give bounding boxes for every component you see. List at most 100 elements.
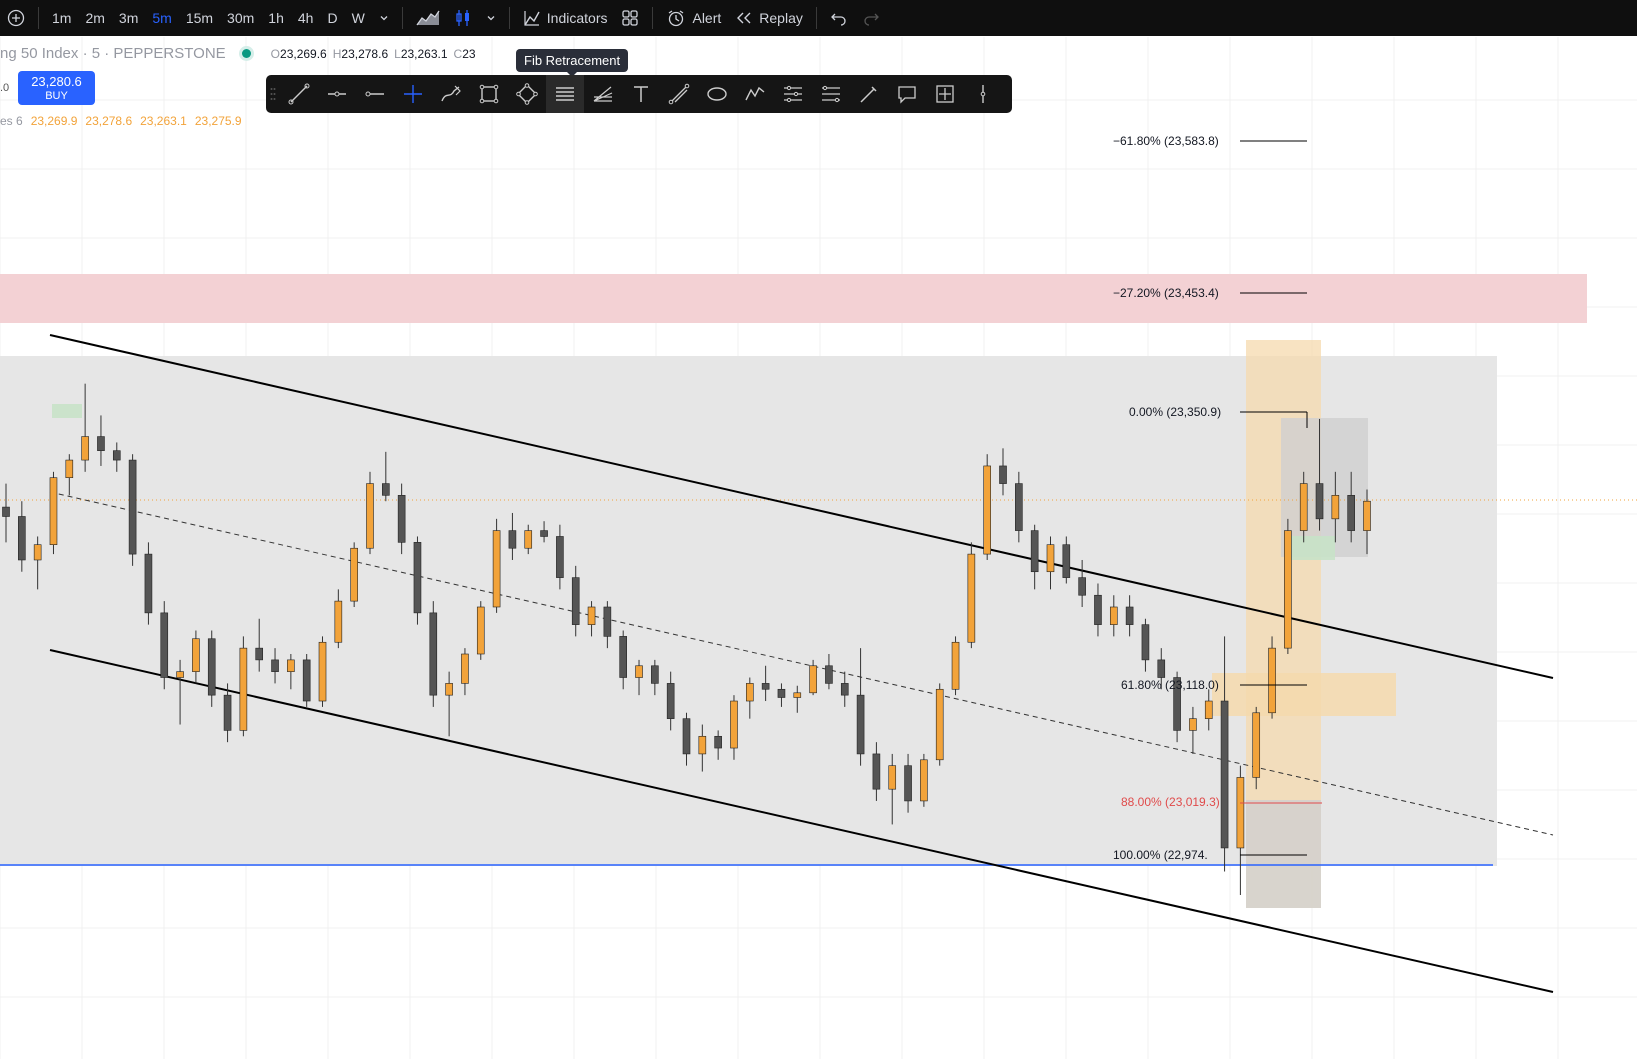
timeframe-1m[interactable]: 1m [52, 10, 72, 26]
undo-icon[interactable] [823, 0, 855, 36]
symbol-name[interactable]: ng 50 Index · 5 · PEPPERSTONE [0, 45, 226, 62]
fib-retracement-lines [1240, 140, 1322, 856]
vertical-line-icon[interactable] [964, 75, 1002, 113]
buy-button[interactable]: 23,280.6 BUY [18, 71, 95, 105]
stop-zone-box [1246, 800, 1321, 908]
candle-body [207, 638, 216, 696]
candle-body [112, 450, 121, 461]
small-green-box [52, 404, 82, 418]
candle-body [920, 759, 928, 802]
candle-body [271, 659, 279, 672]
layouts-icon[interactable] [614, 0, 646, 36]
timeframe-15m[interactable]: 15m [185, 10, 214, 26]
candle-body [18, 516, 26, 561]
zigzag-icon[interactable] [736, 75, 774, 113]
candle-body [825, 665, 833, 684]
candle-body [223, 694, 232, 731]
candle-body [1062, 544, 1071, 578]
add-symbol-icon[interactable] [0, 0, 32, 36]
candle-body [1125, 606, 1134, 625]
candle-body [1284, 530, 1292, 649]
timeframe-30m[interactable]: 30m [227, 10, 255, 26]
redo-icon[interactable] [855, 0, 887, 36]
regression-icon[interactable] [812, 75, 850, 113]
timeframe-1h[interactable]: 1h [268, 10, 284, 26]
fib-label-neg61: −61.80% (23,583.8) [1113, 134, 1219, 148]
brush-icon[interactable] [432, 75, 470, 113]
candle-body [872, 753, 881, 790]
candle-body [192, 638, 200, 672]
replay-button[interactable]: Replay [728, 0, 810, 36]
candle-body [1157, 659, 1166, 678]
candle-body [1331, 495, 1340, 520]
candle-body [144, 553, 153, 614]
supply-zone [0, 274, 1587, 323]
candle-body [65, 459, 74, 479]
parallel-channel-icon[interactable] [774, 75, 812, 113]
candle-body [81, 436, 89, 461]
chevron-down-icon[interactable] [479, 0, 503, 36]
market-open-status-icon [241, 49, 251, 58]
price-chart[interactable] [0, 37, 1637, 1059]
fib-retracement-icon[interactable] [546, 75, 584, 113]
candle-body [1141, 624, 1150, 661]
demand-zone [1212, 673, 1396, 716]
indicator-label: es 6 [0, 114, 23, 128]
area-chart-icon[interactable] [409, 0, 447, 36]
indicator-value: 23,278.6 [85, 114, 133, 128]
crosshair-icon[interactable] [394, 75, 432, 113]
candle-body [318, 641, 327, 702]
trend-line-icon[interactable] [280, 75, 318, 113]
close-value: 23 [462, 46, 476, 61]
timeframe-5m[interactable]: 5m [152, 10, 172, 26]
buy-label: BUY [45, 90, 68, 102]
timeframe-2m[interactable]: 2m [85, 10, 105, 26]
candle-body [33, 544, 42, 561]
candle-body [1220, 700, 1229, 849]
callout-icon[interactable] [888, 75, 926, 113]
candles-icon[interactable] [447, 0, 479, 36]
candle-body [1078, 577, 1086, 596]
indicators-button[interactable]: Indicators [516, 0, 615, 36]
candle-body [476, 606, 485, 655]
alarm-clock-icon [669, 10, 684, 27]
pen-icon[interactable] [850, 75, 888, 113]
symbol-legend: ng 50 Index · 5 · PEPPERSTONE O 23,269.6 … [0, 45, 580, 62]
candle-body [1189, 718, 1197, 731]
horizontal-line-icon[interactable] [356, 75, 394, 113]
candle-body [571, 577, 580, 625]
candle-body [888, 765, 897, 790]
chevron-down-icon[interactable] [372, 0, 396, 36]
horizontal-ray-icon[interactable] [318, 75, 356, 113]
candle-body [382, 483, 390, 496]
timeframe-w[interactable]: W [351, 10, 365, 26]
rectangle-icon[interactable] [470, 75, 508, 113]
drag-handle-icon[interactable] [266, 75, 280, 113]
timeframe-3m[interactable]: 3m [118, 10, 139, 26]
candle-body [1046, 544, 1055, 573]
left-value: .0 [0, 82, 10, 94]
timeframe-d[interactable]: D [327, 10, 338, 26]
candle-body [809, 665, 817, 694]
candle-body [1204, 700, 1213, 719]
indicator-values-row: es 6 23,269.9 23,278.6 23,263.1 23,275.9 [0, 114, 242, 128]
candle-body [1268, 647, 1276, 714]
low-value: 23,263.1 [400, 46, 448, 61]
candle-body [840, 683, 849, 696]
path-icon[interactable] [660, 75, 698, 113]
indicators-label: Indicators [546, 10, 608, 26]
candle-body [445, 683, 453, 696]
open-label: O [270, 46, 281, 61]
text-icon[interactable] [622, 75, 660, 113]
toolbar-divider [401, 7, 403, 29]
candle-body [1299, 483, 1308, 531]
measure-icon[interactable] [926, 75, 964, 113]
fib-fan-icon[interactable] [584, 75, 622, 113]
candle-body [1030, 530, 1039, 573]
alert-button[interactable]: Alert [659, 0, 728, 36]
timeframe-4h[interactable]: 4h [297, 10, 314, 26]
candle-body [935, 688, 944, 761]
candle-body [651, 665, 659, 684]
ellipse-icon[interactable] [698, 75, 736, 113]
polygon-icon[interactable] [508, 75, 546, 113]
